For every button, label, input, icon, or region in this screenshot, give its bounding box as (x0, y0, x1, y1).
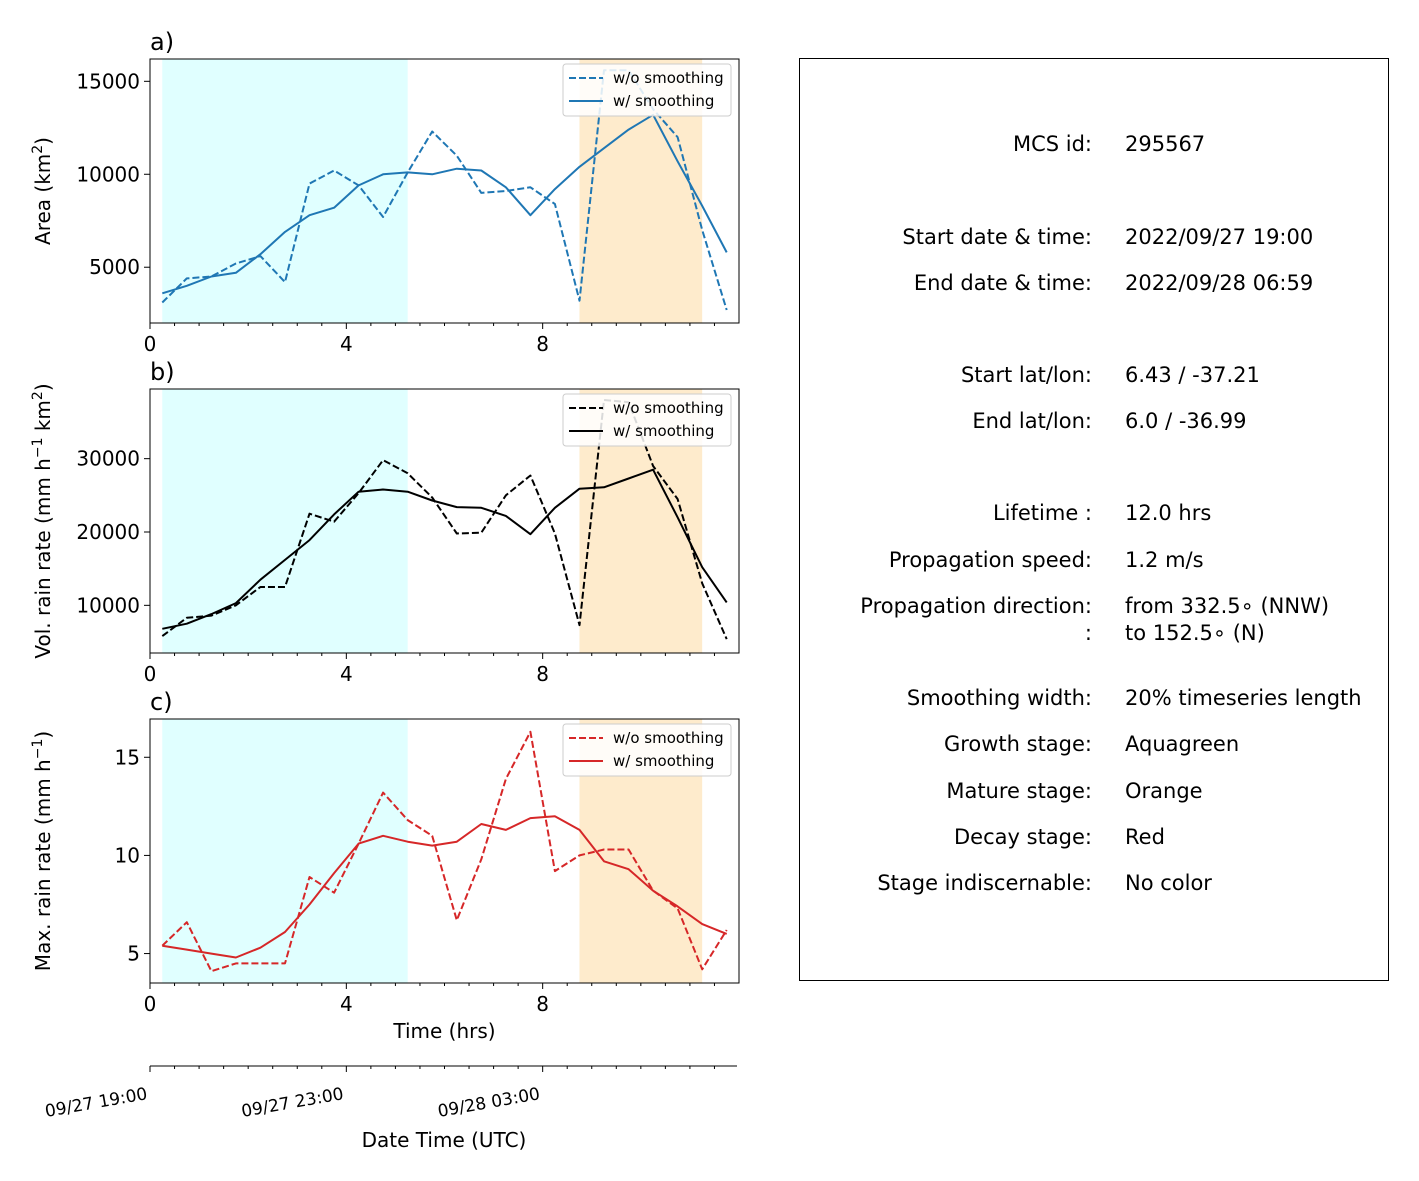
panel-b: 0 4 8 10000 20000 30000 b) Vol. rain rate (mm h… (30, 358, 740, 686)
info-value: Aquagreen (1125, 732, 1240, 756)
legend-label: w/ smoothing (613, 422, 714, 440)
legend-label: w/o smoothing (613, 399, 724, 417)
info-label: Lifetime : (992, 501, 1092, 525)
y-tick-label: 5000 (89, 255, 140, 279)
info-label: Propagation direction: (860, 594, 1092, 618)
x-tick-label: 8 (536, 332, 549, 356)
info-label: Propagation speed: (888, 548, 1092, 572)
info-label: Smoothing width: (906, 686, 1092, 710)
info-value: to 152.5∘ (N) (1125, 621, 1265, 645)
info-value: No color (1125, 871, 1212, 895)
info-value: 295567 (1125, 132, 1206, 156)
y-axis-label: Area (km2) (30, 137, 55, 245)
datetime-tick-label: 09/27 19:00 (44, 1084, 149, 1122)
info-label: Decay stage: (954, 825, 1092, 849)
datetime-axis-label: Date Time (UTC) (362, 1128, 527, 1152)
info-value: 6.43 / -37.21 (1125, 363, 1260, 387)
x-tick-label: 8 (536, 662, 549, 686)
y-tick-label: 10 (115, 843, 140, 867)
datetime-tick-label: 09/27 23:00 (240, 1084, 345, 1122)
growth-stage-shading (162, 389, 408, 653)
legend-box (562, 723, 732, 777)
legend-box (562, 393, 732, 447)
y-tick-label: 15 (115, 745, 140, 769)
mcs-info-panel: MCS id: 295567 Start date & time: 2022/0… (799, 58, 1389, 981)
panel-label: b) (150, 358, 175, 386)
info-label: Mature stage: (946, 779, 1092, 803)
y-axis-label: Max. rain rate (mm h−1) (30, 731, 55, 971)
y-tick-label: 10000 (76, 593, 140, 617)
legend: w/o smoothing w/ smoothing (562, 393, 732, 447)
legend: w/o smoothing w/ smoothing (562, 723, 732, 777)
x-tick-label: 4 (340, 332, 353, 356)
growth-stage-shading (162, 719, 408, 983)
info-label: Growth stage: (943, 732, 1092, 756)
legend-label: w/ smoothing (613, 92, 714, 110)
y-tick-label: 15000 (76, 69, 140, 93)
info-value: 6.0 / -36.99 (1125, 409, 1247, 433)
x-axis-label: Time (hrs) (392, 1019, 495, 1043)
panel-label: a) (150, 28, 174, 56)
panel-c: 0 4 8 5 10 15 c) Max. rain rate (mm h−1) w/o smo… (30, 688, 740, 1043)
info-value: 20% timeseries length (1125, 686, 1362, 710)
x-tick-label: 0 (144, 992, 157, 1016)
datetime-tick-label: 09/28 03:00 (436, 1084, 541, 1122)
info-value: Orange (1125, 779, 1203, 803)
series-line-w-smoothing (162, 815, 728, 959)
info-label: End lat/lon: (972, 409, 1092, 433)
info-value: 2022/09/27 19:00 (1125, 225, 1314, 249)
series-line-w-smoothing (162, 113, 728, 295)
info-value: 2022/09/28 06:59 (1125, 271, 1314, 295)
x-tick-label: 0 (144, 662, 157, 686)
info-label: : (1084, 621, 1092, 645)
datetime-axis: 09/27 19:00 09/27 23:00 09/28 03:00 Date Ti… (44, 1065, 737, 1152)
x-tick-label: 4 (340, 662, 353, 686)
legend-label: w/o smoothing (613, 69, 724, 87)
panel-label: c) (150, 688, 173, 716)
legend-label: w/o smoothing (613, 729, 724, 747)
y-tick-label: 30000 (76, 447, 140, 471)
panel-a: 0 4 8 5000 10000 15000 a) Area (km2) w/o smoothi… (30, 28, 740, 356)
info-label: Start date & time: (902, 225, 1092, 249)
legend: w/o smoothing w/ smoothing (562, 63, 732, 117)
info-label: MCS id: (1012, 132, 1092, 156)
info-value: Red (1125, 825, 1165, 849)
series-line-w-smoothing (162, 468, 728, 630)
info-value: 1.2 m/s (1125, 548, 1204, 572)
series-line-w-o-smoothing (161, 730, 728, 973)
y-tick-label: 10000 (76, 162, 140, 186)
info-label: Start lat/lon: (960, 363, 1092, 387)
y-axis-label: Vol. rain rate (mm h−1 km2) (30, 383, 55, 658)
info-label: Stage indiscernable: (877, 871, 1092, 895)
info-value: 12.0 hrs (1125, 501, 1212, 525)
y-tick-label: 20000 (76, 520, 140, 544)
x-tick-label: 4 (340, 992, 353, 1016)
legend-label: w/ smoothing (613, 752, 714, 770)
info-value: from 332.5∘ (NNW) (1125, 594, 1330, 618)
x-tick-label: 0 (144, 332, 157, 356)
growth-stage-shading (162, 59, 408, 323)
info-label: End date & time: (913, 271, 1092, 295)
x-tick-label: 8 (536, 992, 549, 1016)
y-tick-label: 5 (127, 942, 140, 966)
legend-box (562, 63, 732, 117)
